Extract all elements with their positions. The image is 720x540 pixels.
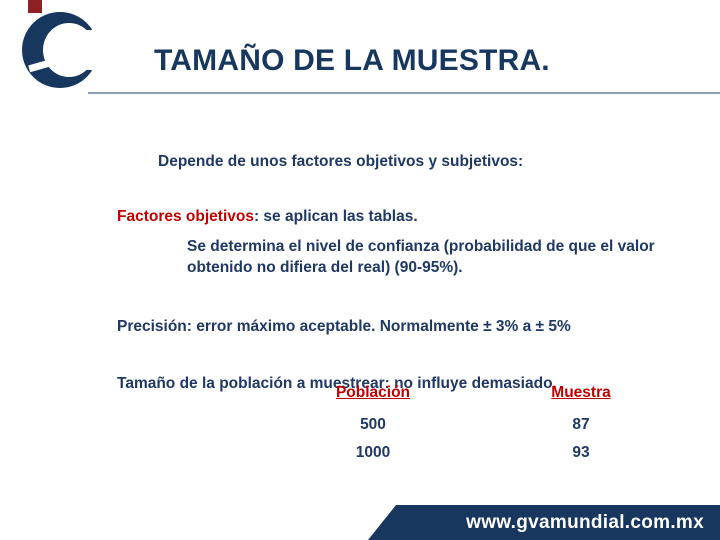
poblacion-value-2: 1000 bbox=[355, 444, 391, 461]
muestra-header: Muestra bbox=[551, 384, 611, 401]
confianza-text: Se determina el nivel de confianza (prob… bbox=[187, 237, 655, 276]
corner-accent-square bbox=[28, 0, 42, 13]
factores-rest: : se aplican las tablas. bbox=[253, 207, 418, 225]
intro-text: Depende de unos factores objetivos y sub… bbox=[158, 152, 524, 170]
footer-bar: www.gvamundial.com.mx bbox=[368, 505, 720, 540]
precision-text: Precisión: error máximo aceptable. Norma… bbox=[117, 317, 571, 335]
footer-url: www.gvamundial.com.mx bbox=[466, 511, 704, 533]
poblacion-column: Población 500 1000 bbox=[298, 384, 448, 467]
muestra-value-1: 87 bbox=[572, 416, 590, 433]
tamano-text: Tamaño de la población a muestrear: no i… bbox=[117, 374, 557, 392]
page-title: TAMAÑO DE LA MUESTRA. bbox=[154, 44, 550, 77]
factores-line: Factores objetivos: se aplican las tabla… bbox=[117, 208, 418, 226]
poblacion-value-1: 500 bbox=[360, 416, 386, 433]
muestra-value-2: 93 bbox=[572, 444, 590, 461]
title-rule-divider bbox=[88, 92, 720, 94]
poblacion-header: Población bbox=[335, 384, 411, 401]
factores-label: Factores objetivos bbox=[117, 207, 254, 225]
muestra-column: Muestra 87 93 bbox=[506, 384, 656, 467]
gva-logo-icon bbox=[22, 12, 104, 88]
